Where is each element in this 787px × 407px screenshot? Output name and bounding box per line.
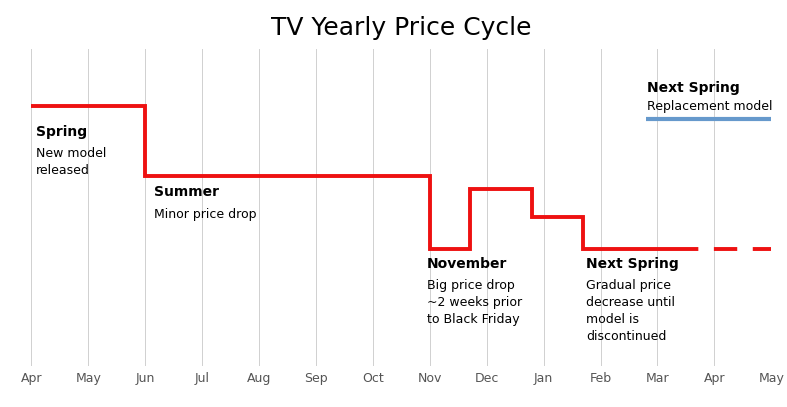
Text: Gradual price
decrease until
model is
discontinued: Gradual price decrease until model is di… bbox=[586, 279, 675, 343]
Text: Next Spring: Next Spring bbox=[586, 257, 679, 271]
Text: Spring: Spring bbox=[36, 125, 87, 139]
Text: Minor price drop: Minor price drop bbox=[153, 208, 257, 221]
Title: TV Yearly Price Cycle: TV Yearly Price Cycle bbox=[271, 16, 532, 40]
Text: Summer: Summer bbox=[153, 185, 219, 199]
Text: Replacement model: Replacement model bbox=[647, 100, 773, 113]
Text: Next Spring: Next Spring bbox=[647, 81, 740, 94]
Text: New model
released: New model released bbox=[36, 147, 106, 177]
Text: November: November bbox=[427, 257, 508, 271]
Text: Big price drop
~2 weeks prior
to Black Friday: Big price drop ~2 weeks prior to Black F… bbox=[427, 279, 522, 326]
